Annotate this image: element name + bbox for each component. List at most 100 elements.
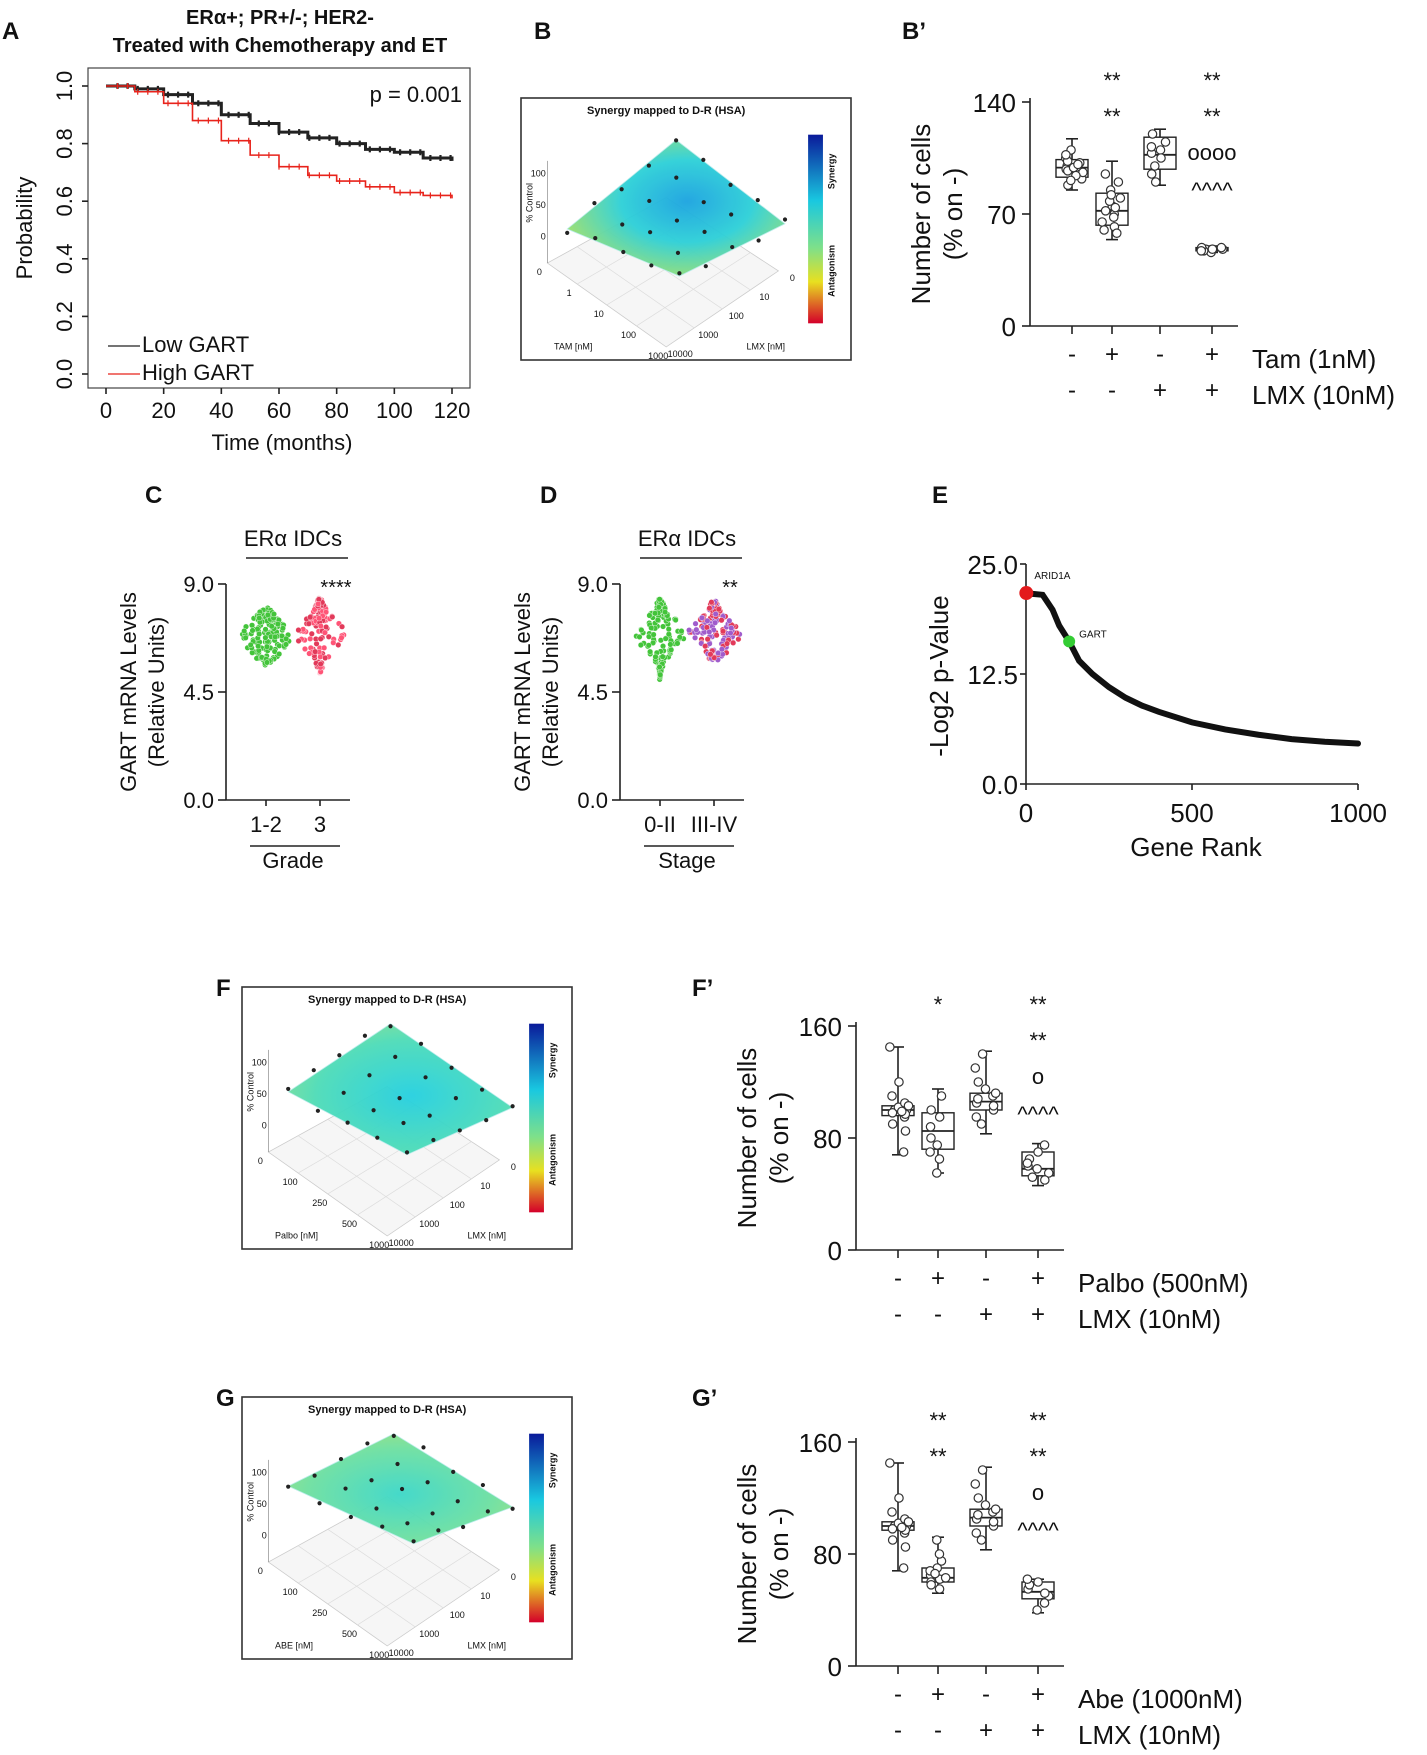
synergy-b-mesh-node	[729, 212, 734, 217]
box-g-condition-sign: -	[894, 1681, 902, 1708]
synergy-g-mesh-node	[391, 1433, 396, 1438]
synergy-f-x-tick-label: 250	[312, 1198, 327, 1208]
strip-d-data-point	[712, 619, 719, 626]
strip-d-data-point	[698, 614, 705, 621]
box-g-condition-sign: -	[934, 1717, 942, 1744]
synergy-g-y-tick-label: 10000	[389, 1648, 414, 1658]
strip-c-group-label: Grade	[262, 848, 323, 873]
synergy-g-mesh-node	[380, 1524, 385, 1529]
km-title-line-1: ERα+; PR+/-; HER2-	[186, 7, 374, 29]
strip-d-data-point	[735, 636, 742, 643]
synergy-f-z-tick-label: 0	[262, 1120, 267, 1130]
box-g-condition-sign: +	[1031, 1681, 1045, 1708]
strip-d-data-point	[648, 624, 655, 631]
box-f-condition-sign: +	[1031, 1301, 1045, 1328]
box-g-data-point	[896, 1522, 907, 1533]
box-b-y-label-2: (% on -)	[938, 168, 968, 260]
box-f-data-point	[903, 1101, 914, 1111]
synergy-g-mesh-node	[411, 1539, 416, 1544]
box-b-data-point	[1146, 169, 1157, 179]
strip-d-data-point	[674, 640, 681, 647]
strip-c-data-point	[317, 653, 324, 660]
box-b-condition-sign: -	[1108, 377, 1116, 404]
box-b-condition-sign: -	[1068, 341, 1076, 368]
synergy-f-mesh-node	[371, 1108, 376, 1113]
box-g-y-tick-label: 160	[799, 1428, 842, 1458]
box-b-annotation: **	[1203, 68, 1221, 93]
synergy-b-y-tick-label: 1000	[698, 330, 718, 340]
box-b-data-point	[1146, 142, 1157, 152]
strip-d-data-point	[662, 609, 669, 616]
strip-c-data-point	[308, 630, 315, 637]
strip-d-data-point	[718, 646, 725, 653]
km-y-tick-label: 0.0	[52, 359, 77, 390]
synergy-b-mesh-node	[620, 222, 625, 227]
strip-c-data-point	[270, 611, 277, 618]
box-f-data-point	[898, 1147, 909, 1157]
rank-x-tick-label: 1000	[1329, 798, 1387, 828]
strip-c-data-point	[295, 637, 302, 644]
km-x-tick-label: 120	[434, 398, 471, 423]
box-b-condition-sign: +	[1105, 341, 1119, 368]
box-f-data-point	[934, 1154, 945, 1164]
box-g-data-point	[1033, 1577, 1043, 1587]
box-b-data-point	[1196, 246, 1207, 256]
box-f-data-point	[1039, 1140, 1050, 1150]
synergy-g-floor-grid	[327, 1529, 444, 1609]
synergy-f-mesh-node	[375, 1135, 380, 1140]
box-f-annotation: **	[1029, 992, 1047, 1017]
box-g-row-label: LMX (10nM)	[1078, 1720, 1221, 1750]
synergy-g-z-tick-label: 50	[257, 1499, 267, 1509]
box-b-row-label: LMX (10nM)	[1252, 380, 1395, 410]
strip-c-data-point	[321, 644, 328, 651]
box-b-annotation: **	[1103, 104, 1121, 129]
synergy-f-x-tick-label: 500	[342, 1219, 357, 1229]
panel-letter-b: B	[534, 18, 552, 45]
box-b-data-point	[1115, 193, 1126, 203]
box-f-y-tick-label: 0	[828, 1236, 842, 1266]
strip-c-data-point	[282, 641, 289, 648]
strip-c-data-point	[247, 641, 254, 648]
synergy-g-floor-grid	[357, 1551, 472, 1626]
rank-label-gart: GART	[1079, 629, 1107, 640]
synergy-b-surface	[566, 139, 786, 277]
synergy-f-z-label: % Control	[246, 1072, 256, 1112]
panel-letter-g: G	[216, 1385, 235, 1412]
synergy-b-z-tick-label: 50	[536, 200, 546, 210]
strip-d-data-point	[704, 636, 711, 643]
box-g-data-point	[934, 1549, 945, 1559]
box-g-data-point	[973, 1510, 983, 1520]
strip-c-data-point	[317, 661, 324, 668]
strip-d-data-point	[692, 634, 699, 641]
box-g-data-point	[970, 1479, 981, 1489]
strip-c-data-point	[321, 629, 328, 636]
strip-d-data-point	[708, 599, 715, 606]
box-g-data-point	[1032, 1605, 1042, 1615]
box-f-data-point	[970, 1063, 981, 1073]
box-f-data-point	[887, 1091, 897, 1101]
synergy-f-mesh-node	[449, 1065, 454, 1070]
box-b-annotation: **	[1103, 68, 1121, 93]
box-b-data-point	[1207, 244, 1218, 254]
synergy-b-mesh-node	[677, 271, 682, 276]
box-f-condition-sign: -	[934, 1301, 942, 1328]
box-g-data-point	[980, 1500, 991, 1510]
box-g-data-point	[977, 1465, 988, 1475]
km-x-tick-label: 80	[324, 398, 348, 423]
km-y-tick-label: 1.0	[52, 71, 77, 102]
strip-d-data-point	[668, 646, 675, 653]
strip-d-data-point	[656, 664, 663, 671]
strip-c-data-point	[242, 634, 249, 641]
synergy-f-z-tick-label: 100	[252, 1058, 267, 1068]
box-f-row-label: Palbo (500nM)	[1078, 1268, 1249, 1298]
box-g-data-point	[885, 1458, 895, 1468]
strip-c-y-label-1: GART mRNA Levels	[116, 592, 141, 792]
strip-d-data-point	[704, 617, 711, 624]
box-g-annotation: o	[1032, 1480, 1044, 1505]
synergy-f-colorbar-label-antagonism: Antagonism	[548, 1134, 558, 1186]
synergy-g-mesh-node	[510, 1506, 515, 1511]
synergy-b-y-tick-label: 100	[729, 311, 744, 321]
strip-c-data-point	[279, 625, 286, 632]
strip-c-y-tick-label: 4.5	[183, 680, 214, 705]
